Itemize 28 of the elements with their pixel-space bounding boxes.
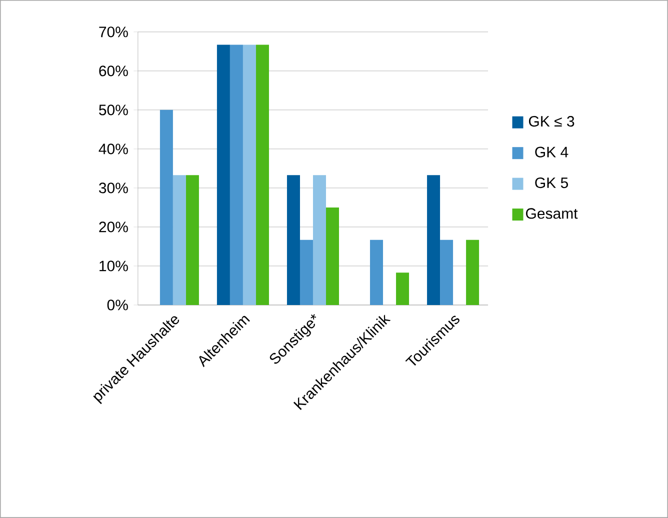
- y-tick-label: 10%: [100, 260, 128, 272]
- bar: [216, 44, 230, 306]
- legend-label: Gesamt: [526, 208, 578, 219]
- legend-label: GK 5: [535, 177, 568, 188]
- y-tick-label: 50%: [99, 104, 128, 116]
- bar: [466, 240, 480, 306]
- bar: [230, 44, 243, 306]
- y-tick-label: 60%: [99, 66, 128, 76]
- bar: [256, 44, 269, 306]
- bar: [160, 110, 173, 306]
- bar: [300, 240, 313, 306]
- bar: [286, 175, 300, 306]
- bar: [242, 44, 256, 306]
- y-tick-label: 0%: [107, 300, 128, 310]
- y-tick-label: 20%: [99, 222, 128, 232]
- legend-label: GK 4: [535, 146, 568, 158]
- bar: [370, 240, 384, 306]
- bar: [427, 175, 440, 306]
- bar: [440, 240, 454, 306]
- bar: [326, 207, 339, 306]
- bar: [186, 175, 199, 306]
- bar: [312, 175, 326, 306]
- bar: [172, 175, 186, 306]
- bar: [396, 272, 410, 306]
- y-tick-label: 40%: [98, 144, 128, 154]
- y-tick-label: 70%: [99, 26, 128, 38]
- y-tick-label: 30%: [99, 182, 128, 194]
- legend-label: GK ≤ 3: [528, 116, 574, 127]
